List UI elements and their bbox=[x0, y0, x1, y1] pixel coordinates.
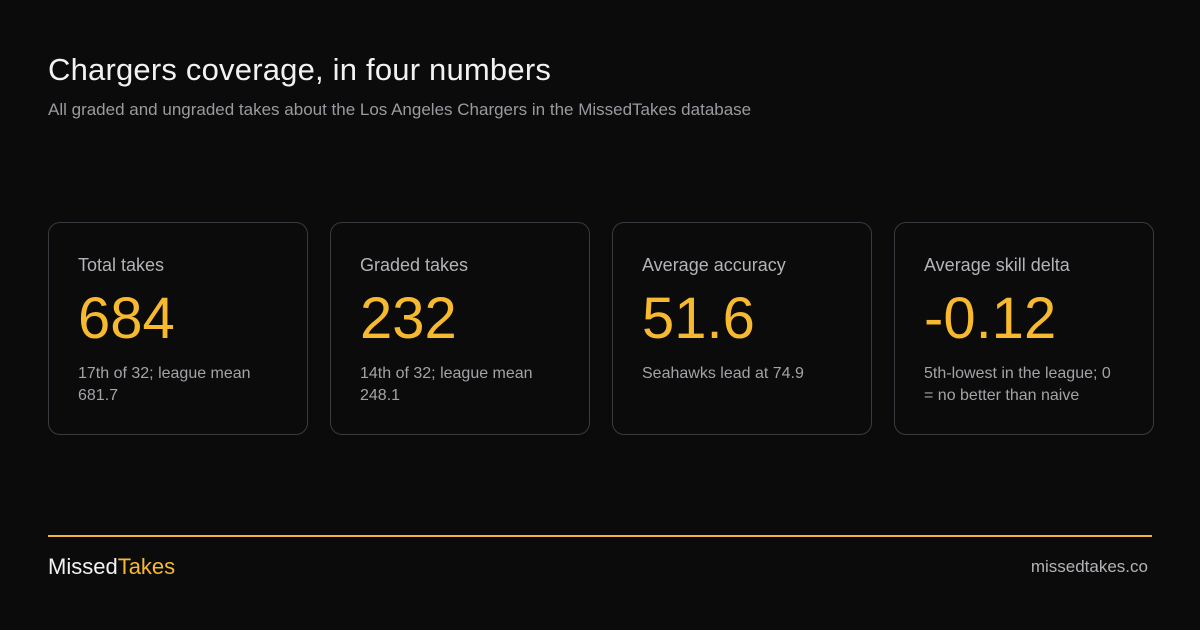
stat-value: 232 bbox=[360, 286, 457, 351]
stat-card: Average accuracy 51.6 Seahawks lead at 74.… bbox=[612, 222, 872, 435]
card-row: Total takes 684 17th of 32; league mean 68… bbox=[48, 222, 1154, 435]
footer-rule bbox=[48, 535, 1152, 537]
stat-note: 14th of 32; league mean 248.1 bbox=[360, 365, 533, 404]
stat-note: 5th-lowest in the league; 0 = no better … bbox=[924, 365, 1111, 404]
brand: MissedTakes bbox=[48, 554, 175, 580]
brand-part: Takes bbox=[117, 554, 176, 579]
stat-note: 17th of 32; league mean 681.7 bbox=[78, 365, 251, 404]
brand-part: Missed bbox=[48, 554, 118, 579]
stat-value: -0.12 bbox=[924, 286, 1057, 351]
stat-label: Average accuracy bbox=[642, 255, 786, 275]
site-url: missedtakes.co bbox=[1030, 557, 1148, 576]
stat-value: 684 bbox=[78, 286, 175, 351]
stat-label: Average skill delta bbox=[924, 255, 1070, 275]
subtitle: All graded and ungraded takes about the … bbox=[48, 100, 752, 119]
stat-label: Total takes bbox=[78, 255, 165, 275]
stat-card: Total takes 684 17th of 32; league mean 68… bbox=[48, 222, 308, 435]
stat-label: Graded takes bbox=[360, 255, 469, 275]
stat-card: Graded takes 232 14th of 32; league mean 2… bbox=[330, 222, 590, 435]
stat-note: Seahawks lead at 74.9 bbox=[642, 365, 804, 382]
title: Chargers coverage, in four numbers bbox=[48, 52, 552, 87]
stat-value: 51.6 bbox=[642, 286, 755, 351]
stat-card: Average skill delta -0.12 5th-lowest in th… bbox=[894, 222, 1154, 435]
